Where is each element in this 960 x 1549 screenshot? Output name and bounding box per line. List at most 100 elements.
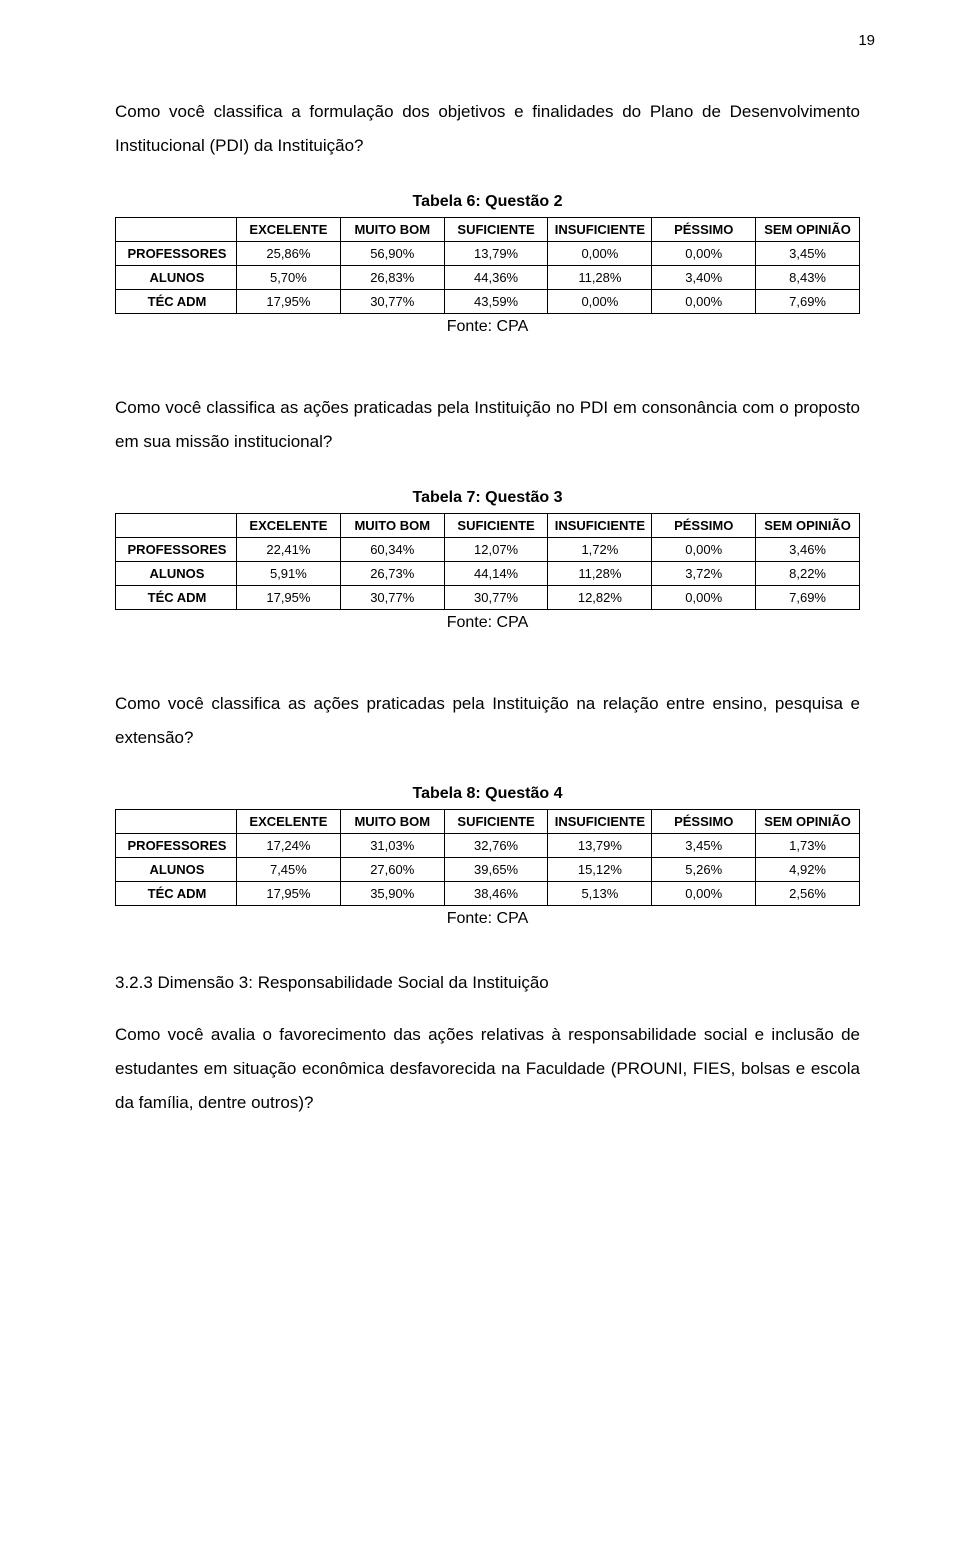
col-header: SEM OPINIÃO xyxy=(756,810,860,834)
cell: 35,90% xyxy=(340,882,444,906)
table-header-row: EXCELENTE MUITO BOM SUFICIENTE INSUFICIE… xyxy=(116,514,860,538)
cell: 22,41% xyxy=(237,538,341,562)
col-header: SUFICIENTE xyxy=(444,514,548,538)
cell: 1,72% xyxy=(548,538,652,562)
col-header: PÉSSIMO xyxy=(652,218,756,242)
cell: 25,86% xyxy=(237,242,341,266)
cell: 8,22% xyxy=(756,562,860,586)
row-label: TÉC ADM xyxy=(116,586,237,610)
cell: 0,00% xyxy=(652,882,756,906)
cell: 13,79% xyxy=(444,242,548,266)
cell: 31,03% xyxy=(340,834,444,858)
table8: EXCELENTE MUITO BOM SUFICIENTE INSUFICIE… xyxy=(115,809,860,906)
col-header: SUFICIENTE xyxy=(444,218,548,242)
cell: 7,69% xyxy=(756,586,860,610)
cell: 44,36% xyxy=(444,266,548,290)
cell: 11,28% xyxy=(548,266,652,290)
table8-caption: Tabela 8: Questão 4 xyxy=(115,785,860,803)
section-heading-3-2-3: 3.2.3 Dimensão 3: Responsabilidade Socia… xyxy=(115,973,860,993)
row-label: TÉC ADM xyxy=(116,290,237,314)
cell: 26,83% xyxy=(340,266,444,290)
table-row: PROFESSORES 17,24% 31,03% 32,76% 13,79% … xyxy=(116,834,860,858)
cell: 60,34% xyxy=(340,538,444,562)
cell: 1,73% xyxy=(756,834,860,858)
table-row: ALUNOS 7,45% 27,60% 39,65% 15,12% 5,26% … xyxy=(116,858,860,882)
cell: 56,90% xyxy=(340,242,444,266)
cell: 12,07% xyxy=(444,538,548,562)
cell: 26,73% xyxy=(340,562,444,586)
col-header: SUFICIENTE xyxy=(444,810,548,834)
row-label: PROFESSORES xyxy=(116,538,237,562)
col-header: MUITO BOM xyxy=(340,218,444,242)
cell: 0,00% xyxy=(652,538,756,562)
cell: 3,45% xyxy=(652,834,756,858)
paragraph-social: Como você avalia o favorecimento das açõ… xyxy=(115,1018,860,1120)
cell: 4,92% xyxy=(756,858,860,882)
cell: 5,13% xyxy=(548,882,652,906)
cell: 3,45% xyxy=(756,242,860,266)
col-header: MUITO BOM xyxy=(340,514,444,538)
row-label: ALUNOS xyxy=(116,858,237,882)
cell: 7,69% xyxy=(756,290,860,314)
cell: 32,76% xyxy=(444,834,548,858)
fonte-label: Fonte: CPA xyxy=(115,614,860,632)
row-label: ALUNOS xyxy=(116,266,237,290)
page: 19 Como você classifica a formulação dos… xyxy=(0,0,960,1549)
col-header: EXCELENTE xyxy=(237,810,341,834)
table-row: PROFESSORES 22,41% 60,34% 12,07% 1,72% 0… xyxy=(116,538,860,562)
paragraph-q3: Como você classifica as ações praticadas… xyxy=(115,391,860,459)
table-header-row: EXCELENTE MUITO BOM SUFICIENTE INSUFICIE… xyxy=(116,218,860,242)
cell: 0,00% xyxy=(548,290,652,314)
row-label: PROFESSORES xyxy=(116,242,237,266)
table-row: ALUNOS 5,91% 26,73% 44,14% 11,28% 3,72% … xyxy=(116,562,860,586)
cell: 27,60% xyxy=(340,858,444,882)
row-label: PROFESSORES xyxy=(116,834,237,858)
fonte-label: Fonte: CPA xyxy=(115,318,860,336)
table-row: PROFESSORES 25,86% 56,90% 13,79% 0,00% 0… xyxy=(116,242,860,266)
cell: 8,43% xyxy=(756,266,860,290)
table6-caption: Tabela 6: Questão 2 xyxy=(115,193,860,211)
col-header: EXCELENTE xyxy=(237,514,341,538)
fonte-label: Fonte: CPA xyxy=(115,910,860,928)
table6: EXCELENTE MUITO BOM SUFICIENTE INSUFICIE… xyxy=(115,217,860,314)
page-number: 19 xyxy=(858,32,875,49)
col-header: INSUFICIENTE xyxy=(548,810,652,834)
col-header: INSUFICIENTE xyxy=(548,514,652,538)
cell: 2,56% xyxy=(756,882,860,906)
table-row: TÉC ADM 17,95% 30,77% 43,59% 0,00% 0,00%… xyxy=(116,290,860,314)
cell: 17,95% xyxy=(237,882,341,906)
table-row: ALUNOS 5,70% 26,83% 44,36% 11,28% 3,40% … xyxy=(116,266,860,290)
cell: 30,77% xyxy=(340,290,444,314)
cell: 13,79% xyxy=(548,834,652,858)
cell: 30,77% xyxy=(340,586,444,610)
cell: 3,72% xyxy=(652,562,756,586)
row-label: ALUNOS xyxy=(116,562,237,586)
col-header: SEM OPINIÃO xyxy=(756,218,860,242)
cell: 3,46% xyxy=(756,538,860,562)
table-header-row: EXCELENTE MUITO BOM SUFICIENTE INSUFICIE… xyxy=(116,810,860,834)
cell: 0,00% xyxy=(548,242,652,266)
cell: 12,82% xyxy=(548,586,652,610)
cell: 0,00% xyxy=(652,290,756,314)
cell: 43,59% xyxy=(444,290,548,314)
col-header: SEM OPINIÃO xyxy=(756,514,860,538)
paragraph-q2: Como você classifica a formulação dos ob… xyxy=(115,95,860,163)
cell: 7,45% xyxy=(237,858,341,882)
cell: 0,00% xyxy=(652,242,756,266)
col-header: PÉSSIMO xyxy=(652,810,756,834)
cell: 5,70% xyxy=(237,266,341,290)
cell: 44,14% xyxy=(444,562,548,586)
col-header: MUITO BOM xyxy=(340,810,444,834)
cell: 30,77% xyxy=(444,586,548,610)
table7: EXCELENTE MUITO BOM SUFICIENTE INSUFICIE… xyxy=(115,513,860,610)
cell: 15,12% xyxy=(548,858,652,882)
cell: 38,46% xyxy=(444,882,548,906)
cell: 11,28% xyxy=(548,562,652,586)
col-header: EXCELENTE xyxy=(237,218,341,242)
cell: 5,26% xyxy=(652,858,756,882)
row-label: TÉC ADM xyxy=(116,882,237,906)
col-header: INSUFICIENTE xyxy=(548,218,652,242)
cell: 17,24% xyxy=(237,834,341,858)
col-header: PÉSSIMO xyxy=(652,514,756,538)
cell: 5,91% xyxy=(237,562,341,586)
